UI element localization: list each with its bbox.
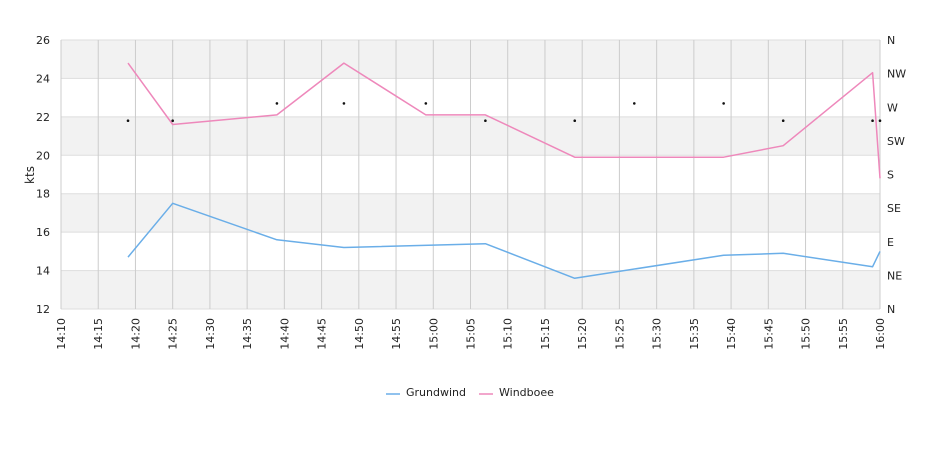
direction-marker	[871, 119, 874, 122]
y-tick-label: 24	[36, 72, 50, 85]
x-tick-label: 15:35	[688, 318, 701, 350]
series-line-windboee	[127, 62, 881, 179]
legend-label: Grundwind	[406, 386, 466, 399]
x-tick-label: 14:45	[316, 318, 329, 350]
x-tick-label: 14:55	[390, 318, 403, 350]
direction-marker	[126, 119, 130, 122]
direction-marker	[781, 119, 785, 122]
direction-marker	[171, 119, 174, 122]
direction-marker	[573, 119, 577, 122]
y2-tick-label: NW	[887, 68, 906, 81]
y-tick-label: 14	[36, 265, 50, 278]
y-tick-label: 18	[36, 188, 50, 201]
x-tick-label: 15:20	[576, 318, 589, 350]
x-axis-ticks: 14:10 14:15 14:20 14:25 14:30 14:35 14:40 14:45…	[55, 318, 887, 350]
direction-marker	[484, 119, 487, 122]
y-axis-label: kts	[23, 166, 37, 184]
x-tick-label: 15:00	[427, 318, 440, 350]
direction-marker	[275, 102, 279, 105]
x-tick-label: 14:25	[167, 318, 180, 350]
y2-tick-label: SW	[887, 135, 905, 148]
direction-marker	[633, 102, 636, 105]
x-tick-label: 14:10	[55, 318, 68, 350]
y-tick-label: 12	[36, 303, 50, 316]
y-axis-ticks: 12 14 16 18 20 22 24 26	[36, 34, 50, 316]
legend-label: Windboee	[499, 386, 554, 399]
direction-marker	[342, 102, 346, 105]
y2-axis-ticks: N NE E SE S SW W NW N	[887, 34, 906, 316]
y-tick-label: 20	[36, 149, 50, 162]
x-tick-label: 15:05	[465, 318, 478, 350]
y-tick-label: 16	[36, 226, 50, 239]
y2-tick-label: SE	[887, 202, 901, 215]
x-tick-label: 15:40	[725, 318, 738, 350]
series-line-grundwind	[127, 202, 881, 280]
x-tick-label: 14:35	[241, 318, 254, 350]
direction-marker	[424, 102, 428, 105]
x-tick-label: 14:20	[129, 318, 142, 350]
direction-marker	[878, 119, 882, 122]
y2-tick-label: NE	[887, 269, 902, 282]
direction-marker	[722, 102, 725, 105]
x-tick-label: 15:25	[613, 318, 626, 350]
x-tick-label: 15:30	[651, 318, 664, 350]
x-tick-label: 15:45	[762, 318, 775, 350]
series-lines	[127, 62, 881, 280]
x-tick-label: 14:30	[204, 318, 217, 350]
y2-tick-label: N	[887, 303, 895, 316]
direction-markers	[126, 102, 882, 122]
x-tick-label: 14:15	[92, 318, 105, 350]
legend: Grundwind Windboee	[386, 386, 554, 399]
y2-tick-label: S	[887, 169, 894, 182]
y2-tick-label: E	[887, 236, 894, 249]
x-tick-label: 14:50	[353, 318, 366, 350]
x-tick-label: 15:10	[502, 318, 515, 350]
x-tick-label: 14:40	[278, 318, 291, 350]
x-tick-label: 16:00	[874, 318, 887, 350]
x-tick-label: 15:50	[800, 318, 813, 350]
y2-tick-label: W	[887, 101, 898, 114]
y-tick-label: 26	[36, 34, 50, 47]
y2-tick-label: N	[887, 34, 895, 47]
x-tick-label: 15:55	[837, 318, 850, 350]
y-tick-label: 22	[36, 111, 50, 124]
x-tick-label: 15:15	[539, 318, 552, 350]
grid-lines	[60, 39, 881, 310]
